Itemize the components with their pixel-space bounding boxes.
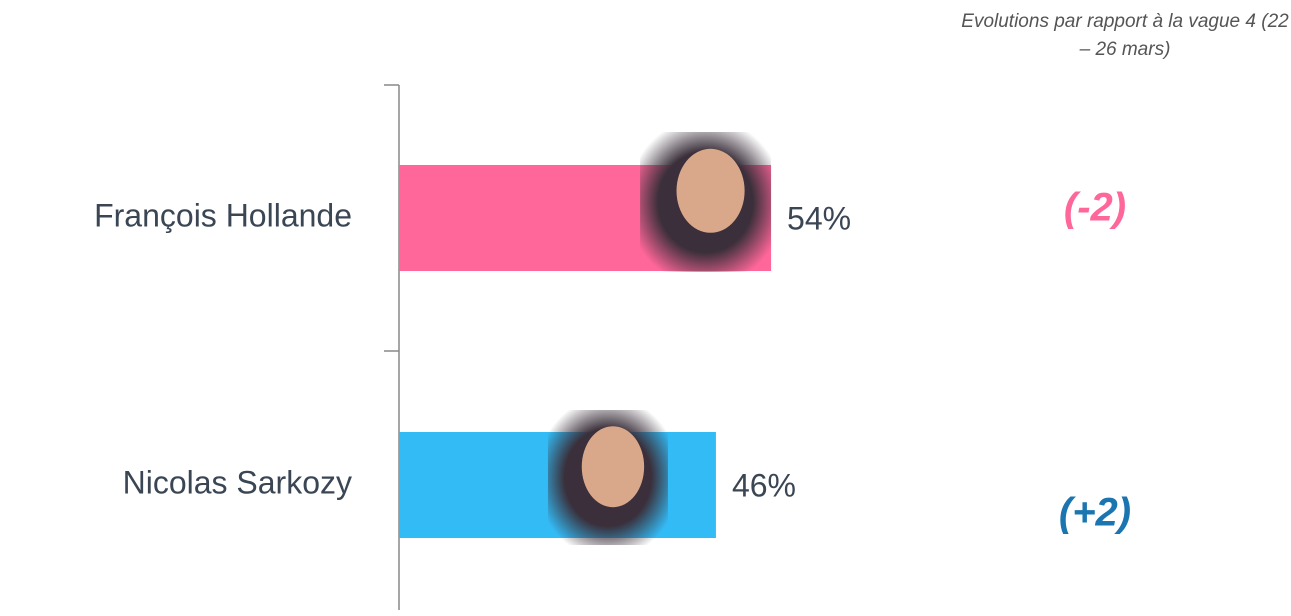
page: Evolutions par rapport à la vague 4 (22 … <box>0 0 1291 616</box>
category-label: François Hollande <box>94 197 352 233</box>
photo-face <box>582 426 644 507</box>
photo-face <box>677 149 745 233</box>
change-label: (-2) <box>1064 186 1126 230</box>
value-label: 54% <box>787 200 851 236</box>
category-label: Nicolas Sarkozy <box>123 464 352 500</box>
value-label: 46% <box>732 467 796 503</box>
chart: François Hollande 54% (-2) Nicolas Sarkozy 4… <box>0 0 1291 616</box>
change-label: (+2) <box>1059 491 1131 535</box>
